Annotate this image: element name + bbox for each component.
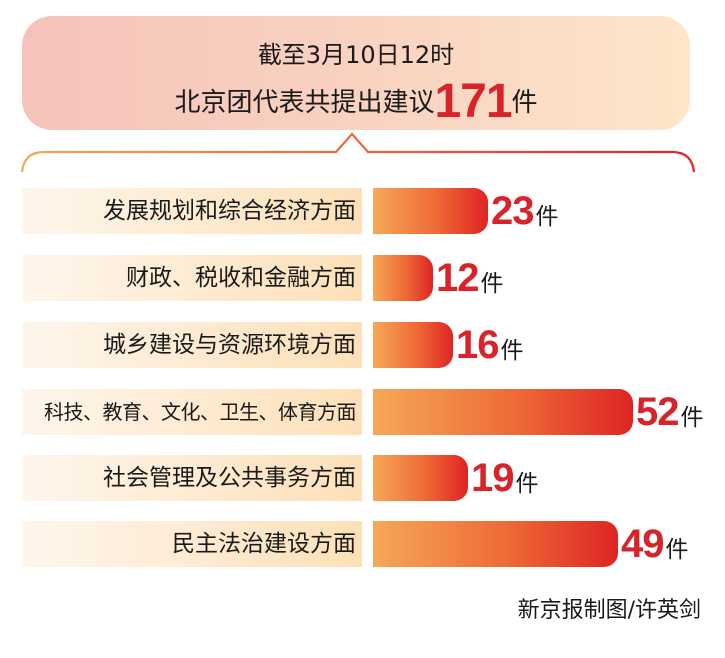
banner-summary-text: 北京团代表共提出建议 — [174, 88, 435, 118]
value-number: 16 — [456, 323, 499, 367]
credit-line: 新京报制图/许英剑 — [517, 598, 701, 623]
value-number: 12 — [436, 256, 479, 300]
banner-date: 截至3月10日12时 — [257, 41, 455, 69]
value-label: 52件 — [636, 389, 704, 435]
category-label: 发展规划和综合经济方面 — [22, 188, 362, 234]
value-unit: 件 — [500, 338, 524, 364]
value-number: 23 — [491, 189, 534, 233]
category-label: 财政、税收和金融方面 — [22, 255, 362, 301]
summary-banner: 截至3月10日12时 北京团代表共提出建议171件 — [22, 16, 690, 130]
category-label: 民主法治建设方面 — [22, 521, 362, 567]
total-count: 171 — [434, 75, 512, 128]
category-label: 城乡建设与资源环境方面 — [22, 322, 362, 368]
total-unit: 件 — [511, 88, 538, 118]
value-unit: 件 — [680, 405, 704, 431]
value-label: 12件 — [436, 255, 504, 301]
value-number: 52 — [636, 390, 679, 434]
category-label: 社会管理及公共事务方面 — [22, 455, 362, 501]
value-unit: 件 — [535, 204, 559, 230]
bar — [373, 255, 433, 301]
value-label: 23件 — [491, 188, 559, 234]
value-label: 16件 — [456, 322, 524, 368]
banner-summary: 北京团代表共提出建议171件 — [22, 78, 690, 126]
value-label: 19件 — [471, 455, 539, 501]
value-unit: 件 — [480, 271, 504, 297]
bar — [373, 389, 633, 435]
brace-connector — [20, 132, 696, 173]
bar — [373, 521, 618, 567]
bar — [373, 188, 488, 234]
value-label: 49件 — [621, 521, 689, 567]
value-number: 19 — [471, 456, 514, 500]
bar — [373, 455, 468, 501]
value-number: 49 — [621, 522, 664, 566]
value-unit: 件 — [515, 471, 539, 497]
value-unit: 件 — [665, 537, 689, 563]
category-label: 科技、教育、文化、卫生、体育方面 — [22, 389, 362, 435]
bar — [373, 322, 453, 368]
